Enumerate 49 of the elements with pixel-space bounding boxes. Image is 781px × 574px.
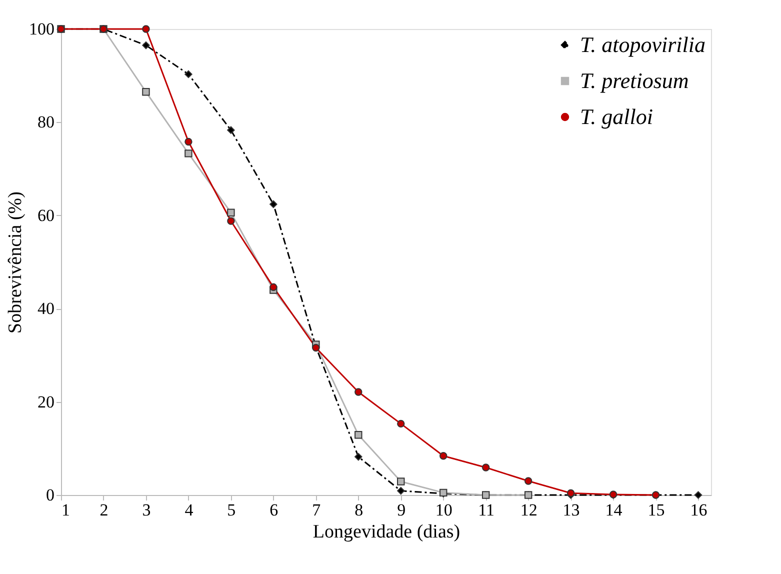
legend-label: T. atopovirilia — [580, 32, 706, 57]
legend-label: T. pretiosum — [580, 68, 689, 93]
point — [397, 478, 405, 486]
point — [566, 489, 575, 497]
point — [354, 452, 362, 461]
point — [524, 477, 532, 485]
legend-label: T. galloi — [580, 104, 653, 129]
point — [270, 200, 278, 208]
x-tick-label: 15 — [648, 500, 665, 520]
x-tick-label: 14 — [605, 500, 623, 520]
point — [440, 452, 448, 460]
y-tick-label: 100 — [29, 20, 54, 38]
point — [227, 126, 235, 134]
y-tick-label: 0 — [46, 486, 54, 504]
x-tick-label: 12 — [520, 500, 538, 520]
point — [227, 208, 235, 216]
point — [142, 41, 150, 50]
y-axis-title: Sobrevivência (%) — [5, 192, 26, 334]
x-tick-label: 5 — [227, 500, 236, 520]
x-tick-label: 4 — [184, 500, 194, 520]
y-tick-label: 20 — [38, 392, 54, 412]
x-tick-label: 16 — [690, 500, 708, 520]
point — [397, 486, 405, 495]
point — [354, 388, 362, 396]
x-axis-title: Longevidade (dias) — [312, 522, 460, 542]
x-tick-label: 2 — [100, 500, 108, 520]
x-tick-label: 6 — [270, 500, 278, 520]
x-tick-label: 7 — [312, 500, 322, 520]
point — [184, 150, 192, 158]
x-tick-label: 9 — [397, 500, 406, 520]
point — [142, 88, 150, 96]
y-tick-label: 60 — [38, 206, 54, 225]
x-tick-label: 3 — [142, 500, 151, 520]
x-tick-label: 1 — [62, 500, 70, 520]
point — [397, 420, 405, 428]
x-tick-label: 11 — [478, 500, 495, 520]
point — [694, 491, 702, 499]
y-tick-label: 40 — [38, 299, 54, 318]
point — [184, 70, 192, 78]
y-tick-label: 80 — [38, 112, 54, 132]
x-tick-label: 13 — [562, 500, 580, 520]
point — [270, 283, 278, 292]
point — [227, 217, 235, 225]
x-tick-label: 10 — [435, 500, 452, 520]
point — [184, 138, 192, 146]
point — [482, 464, 490, 472]
point — [142, 25, 150, 33]
point — [354, 431, 362, 439]
x-tick-label: 8 — [354, 500, 364, 520]
